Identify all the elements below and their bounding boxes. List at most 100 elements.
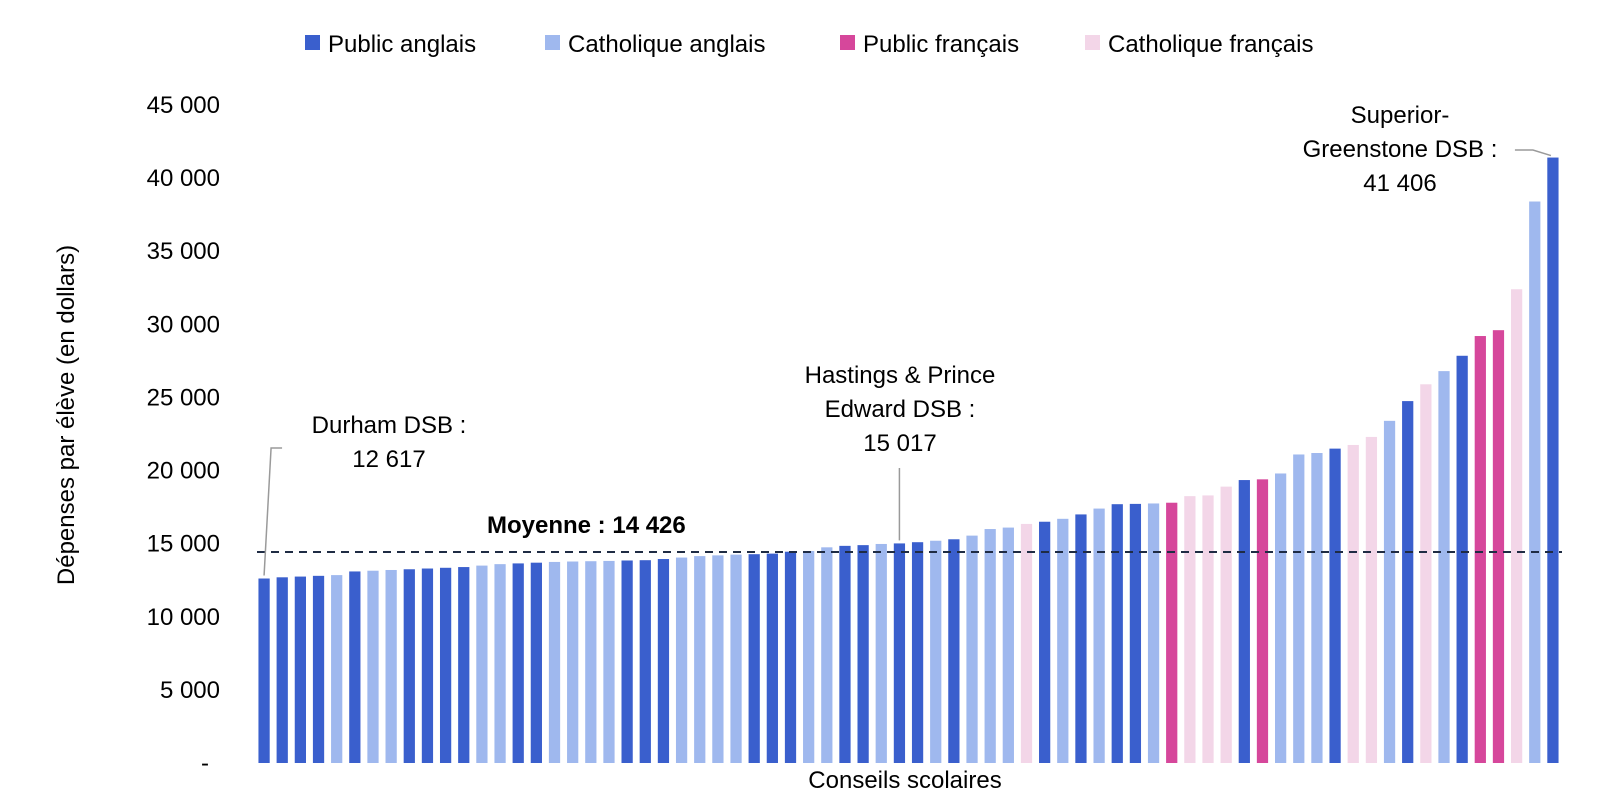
bar <box>1438 371 1450 763</box>
bar <box>1492 330 1505 763</box>
legend: Public anglais Catholique anglais Public f… <box>305 31 1313 58</box>
y-tick-label: 40 000 <box>147 165 220 192</box>
bar <box>331 575 343 763</box>
bar <box>1129 503 1142 763</box>
bar <box>421 568 434 763</box>
bar <box>1093 508 1105 763</box>
y-tick-label: 5 000 <box>160 677 220 704</box>
bar <box>1456 355 1468 763</box>
bar <box>766 553 778 763</box>
bar <box>530 562 542 763</box>
annotation-leader <box>263 447 283 576</box>
bar <box>585 561 597 763</box>
bar <box>1002 527 1014 763</box>
bar <box>839 545 851 763</box>
bar <box>857 545 869 763</box>
bar <box>603 560 615 763</box>
bar <box>911 542 924 763</box>
y-tick-label: 15 000 <box>147 531 220 558</box>
bar <box>1420 384 1432 763</box>
bar <box>1365 436 1378 763</box>
bar <box>694 556 706 763</box>
annotation-label: 41 406 <box>1363 170 1436 197</box>
bar <box>821 547 833 763</box>
bar <box>875 543 887 763</box>
bar <box>476 565 488 763</box>
y-tick-label: 10 000 <box>147 604 220 631</box>
bar <box>1275 473 1287 763</box>
annotation-label: Durham DSB : <box>312 412 467 439</box>
bar <box>1402 401 1414 763</box>
y-tick-label: 35 000 <box>147 238 220 265</box>
bar <box>458 567 470 763</box>
y-axis-title: Dépenses par élève (en dollars) <box>53 245 80 585</box>
y-tick-label: 20 000 <box>147 458 220 485</box>
bar <box>1293 454 1305 763</box>
bar <box>439 567 452 763</box>
bar <box>1075 514 1087 763</box>
bar <box>567 561 579 763</box>
bar <box>1474 336 1486 763</box>
bar <box>893 543 906 763</box>
bar <box>1147 503 1160 763</box>
bar <box>675 557 688 763</box>
legend-label-pf: Public français <box>863 31 1019 58</box>
legend-swatch-pf <box>840 35 855 50</box>
bar <box>1202 495 1214 763</box>
y-tick-label: 30 000 <box>147 311 220 338</box>
bar <box>803 550 815 763</box>
annotation-label: Superior- <box>1351 102 1450 129</box>
bars <box>258 157 1559 764</box>
bar <box>1347 444 1359 763</box>
legend-swatch-pa <box>305 35 320 50</box>
bar <box>1166 502 1178 763</box>
y-tick-label: 45 000 <box>147 92 220 119</box>
y-tick-label: - <box>201 750 209 777</box>
bar <box>1256 479 1269 763</box>
bar <box>1184 496 1196 763</box>
y-tick-label: 25 000 <box>147 384 220 411</box>
bar <box>966 535 978 763</box>
bar <box>349 571 361 763</box>
legend-label-ca: Catholique anglais <box>568 31 765 58</box>
bar <box>385 569 397 763</box>
bar <box>1383 420 1396 763</box>
bar <box>1238 480 1250 763</box>
bar <box>258 578 270 763</box>
legend-label-pa: Public anglais <box>328 31 476 58</box>
bar <box>984 529 996 763</box>
bar <box>748 554 760 763</box>
bar <box>1111 504 1123 763</box>
bar <box>948 539 960 763</box>
bar <box>621 560 633 763</box>
annotation-label: Greenstone DSB : <box>1303 136 1498 163</box>
bar <box>712 555 724 763</box>
bar <box>784 551 797 763</box>
bar <box>276 577 288 763</box>
annotation-label: 15 017 <box>863 430 936 457</box>
bar <box>294 576 306 763</box>
bar <box>1510 289 1523 763</box>
bar <box>730 554 742 763</box>
bar <box>367 570 379 763</box>
bar <box>1311 453 1323 763</box>
bar <box>512 563 524 763</box>
annotation-label: Hastings & Prince <box>805 362 996 389</box>
bar <box>1020 523 1033 763</box>
legend-swatch-cf <box>1085 35 1100 50</box>
annotation-leader <box>1514 149 1552 157</box>
legend-swatch-ca <box>545 35 560 50</box>
bar <box>1529 201 1541 763</box>
bar <box>1329 448 1341 763</box>
bar <box>657 559 670 763</box>
bar <box>494 564 506 763</box>
bar <box>639 560 651 763</box>
bar <box>1039 521 1051 763</box>
bar <box>1547 157 1559 764</box>
bar <box>930 540 942 763</box>
bar <box>403 569 415 763</box>
annotation-label: Edward DSB : <box>825 396 976 423</box>
bar <box>312 575 325 763</box>
x-axis-title: Conseils scolaires <box>808 767 1001 794</box>
